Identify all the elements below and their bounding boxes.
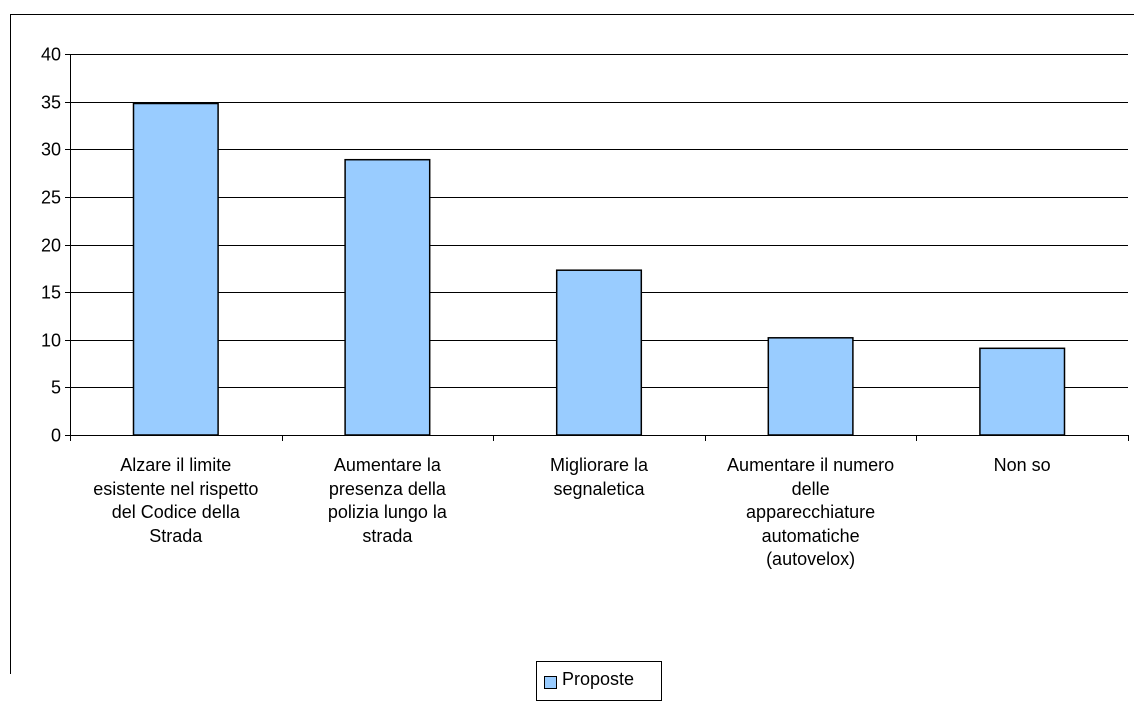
bar [345, 160, 430, 435]
bar [134, 104, 219, 436]
x-category-label-line: Migliorare la [499, 454, 699, 478]
y-tick-label: 10 [41, 331, 61, 351]
bars [134, 104, 1065, 436]
y-tick-label: 5 [51, 378, 61, 398]
x-category-label-line: strada [287, 525, 487, 549]
x-category-label: Non so [922, 454, 1122, 478]
legend-label: Proposte [562, 669, 634, 690]
x-category-label-line: presenza della [287, 478, 487, 502]
x-category-label-line: delle [711, 478, 911, 502]
y-tick-label: 0 [51, 426, 61, 446]
bar [980, 348, 1065, 435]
y-tick-label: 20 [41, 236, 61, 256]
x-category-label-line: del Codice della [76, 501, 276, 525]
x-category-label-line: Alzare il limite [76, 454, 276, 478]
y-tick-label: 40 [41, 45, 61, 65]
bar [768, 338, 853, 435]
legend-swatch [544, 676, 557, 689]
x-category-label-line: polizia lungo la [287, 501, 487, 525]
x-category-label-line: apparecchiature [711, 501, 911, 525]
y-tick-label: 25 [41, 188, 61, 208]
x-category-label-line: Aumentare la [287, 454, 487, 478]
y-tick-label: 15 [41, 283, 61, 303]
x-category-label-line: esistente nel rispetto [76, 478, 276, 502]
legend: Proposte [536, 661, 662, 701]
x-category-label-line: Non so [922, 454, 1122, 478]
y-tick-label: 30 [41, 140, 61, 160]
x-category-label-line: Strada [76, 525, 276, 549]
x-category-label-line: automatiche [711, 525, 911, 549]
bar [557, 270, 642, 435]
bar-chart: 0 5 10 15 20 25 30 35 40 [0, 0, 1134, 674]
x-category-label-line: Aumentare il numero [711, 454, 911, 478]
x-category-label-line: (autovelox) [711, 548, 911, 572]
x-category-label-line: segnaletica [499, 478, 699, 502]
y-tick-label: 35 [41, 93, 61, 113]
